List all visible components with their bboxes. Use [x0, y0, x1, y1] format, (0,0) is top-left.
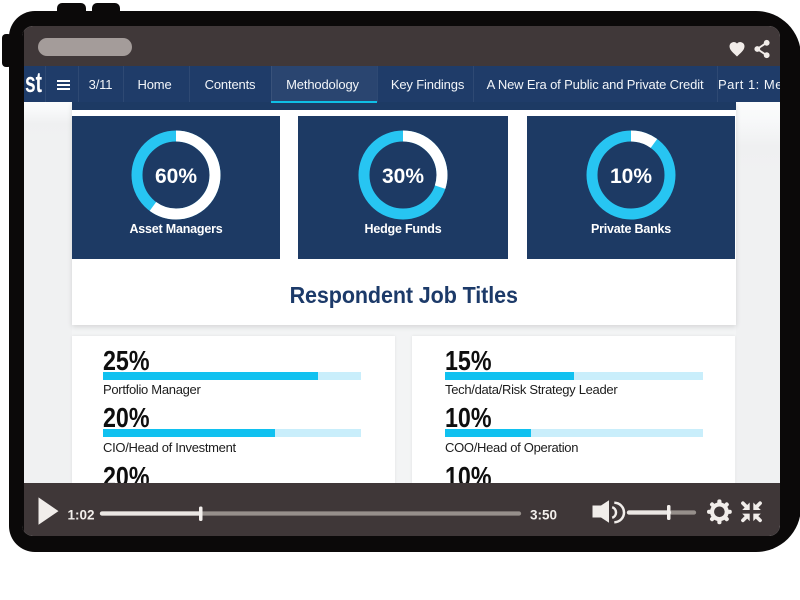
svg-text:3:50: 3:50	[530, 507, 557, 522]
svg-text:1:02: 1:02	[68, 507, 95, 522]
svg-text:60%: 60%	[155, 165, 197, 188]
svg-text:10%: 10%	[610, 165, 652, 188]
svg-text:30%: 30%	[382, 165, 424, 188]
